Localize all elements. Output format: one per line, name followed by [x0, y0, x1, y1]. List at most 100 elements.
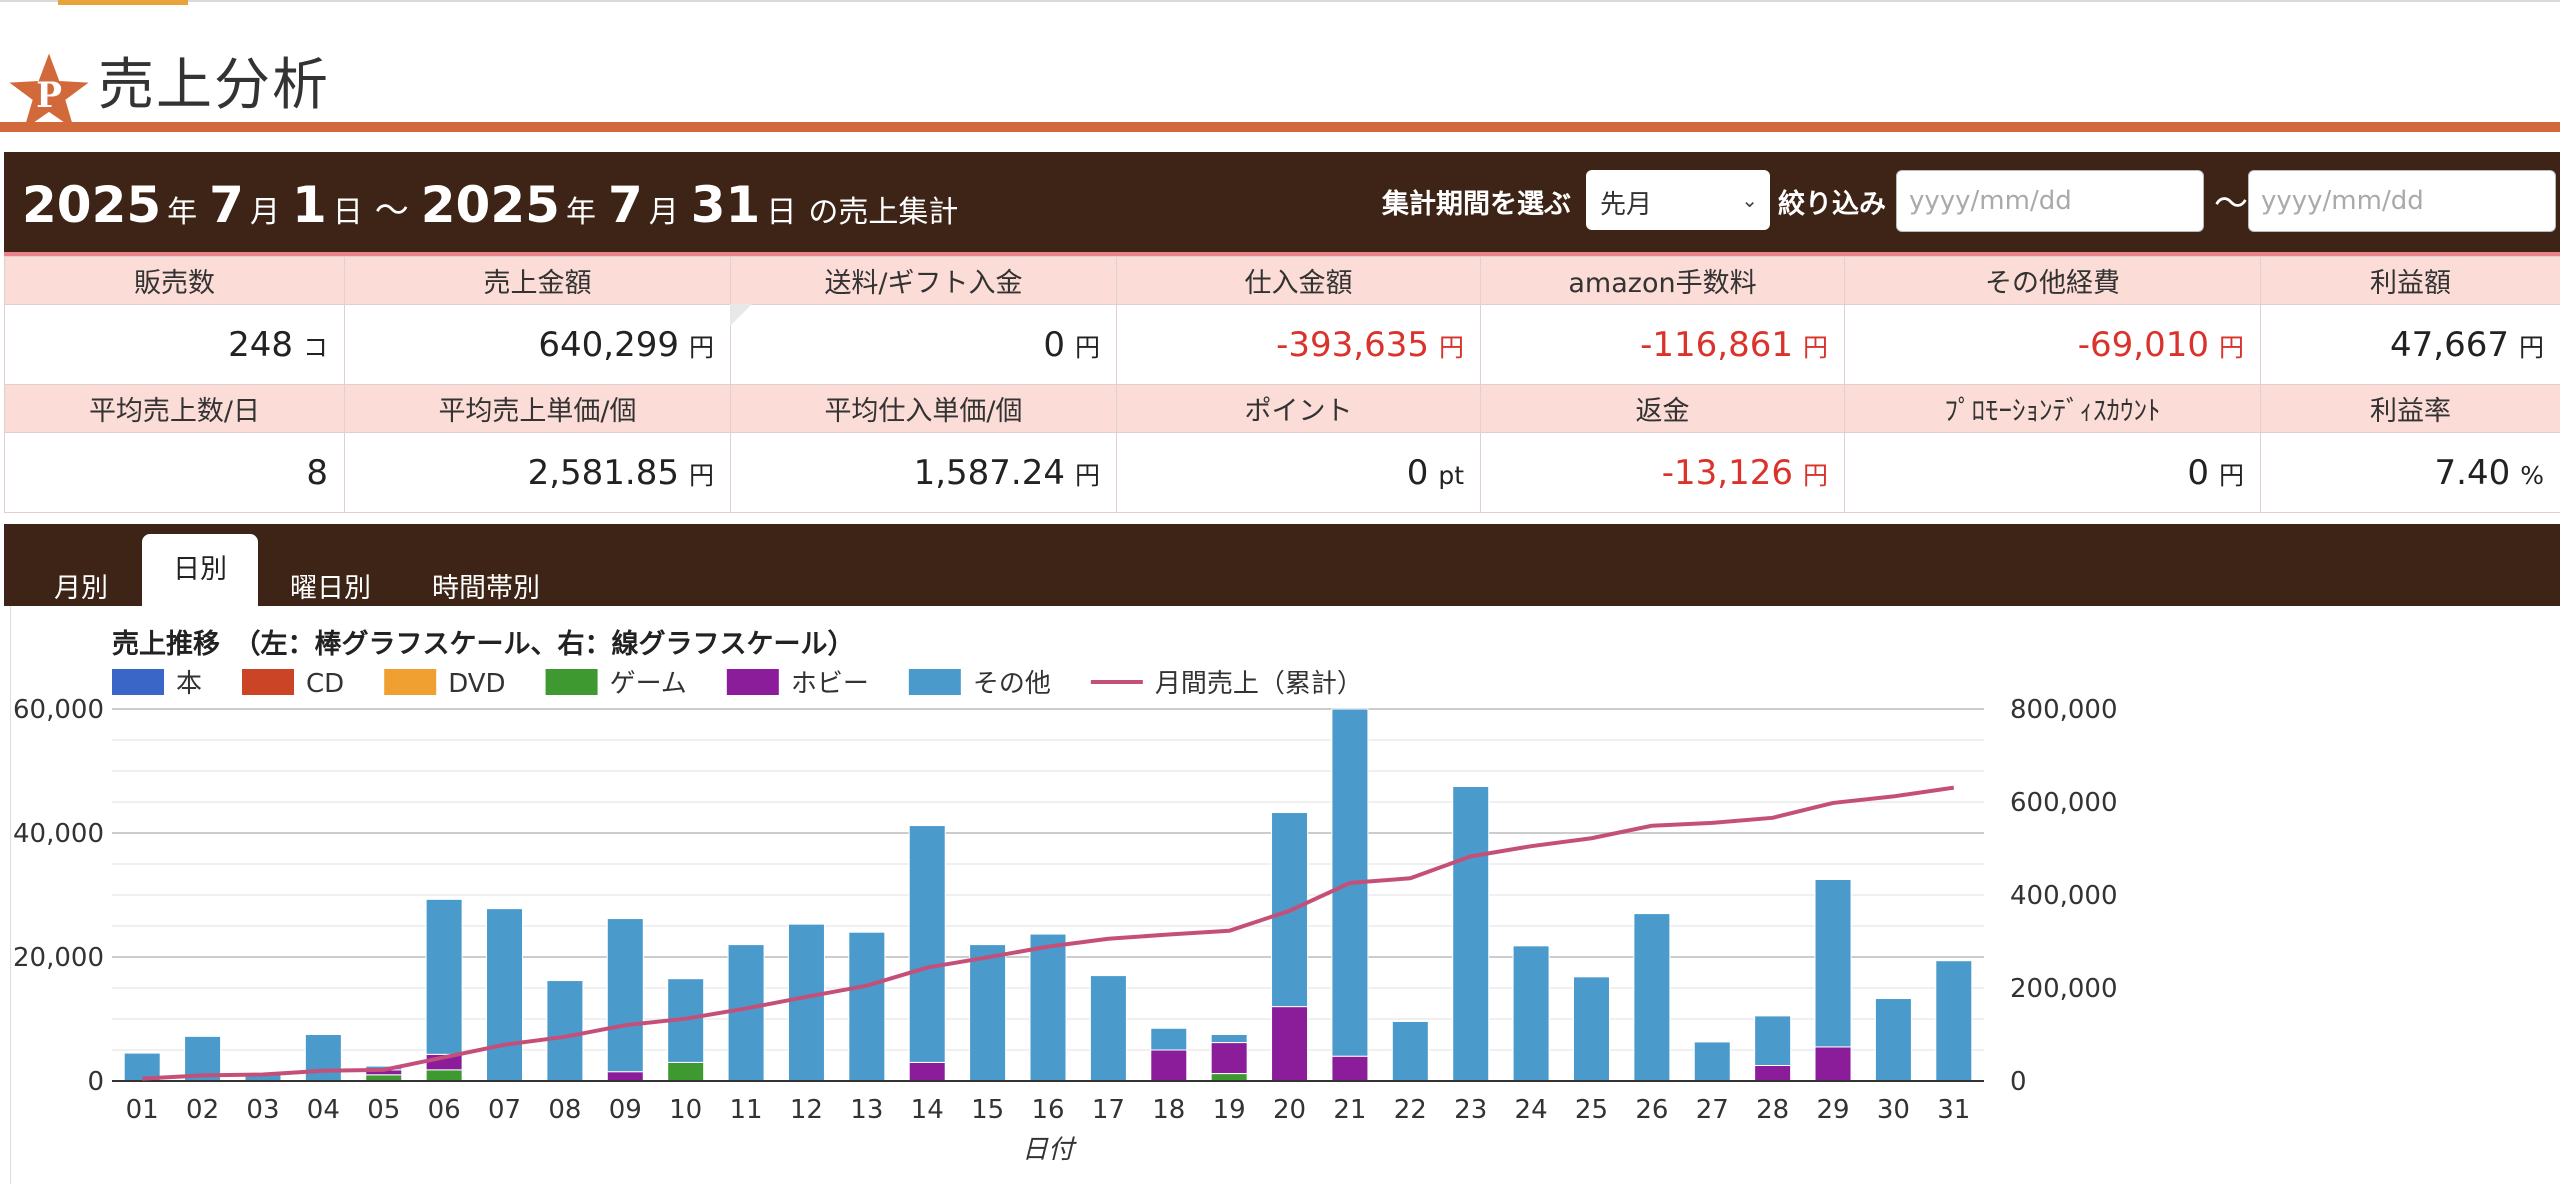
tab-weekday[interactable]: 曜日別	[290, 573, 371, 604]
stat-value: 7.40%	[2260, 432, 2560, 513]
stat-value: 0 pt	[1116, 432, 1481, 513]
bar-segment	[1572, 976, 1610, 1082]
period-select[interactable]: 先月 ⌄	[1586, 170, 1770, 230]
y2-tick-label: 200,000	[2010, 974, 2118, 1004]
tab-daily[interactable]: 日別	[142, 534, 258, 606]
x-tick-label: 15	[971, 1095, 1004, 1125]
end-day: 31	[690, 176, 761, 234]
bar-segment	[848, 931, 886, 1082]
legend-swatch	[242, 669, 295, 695]
x-tick-label: 16	[1031, 1095, 1064, 1125]
x-tick-label: 13	[850, 1095, 883, 1125]
stat-label: 利益額	[2260, 256, 2560, 305]
bar-segment	[1210, 1073, 1248, 1082]
bar-segment	[1754, 1065, 1792, 1082]
x-tick-label: 11	[730, 1095, 763, 1125]
period-display: 2025 年 7 月 1 日～ 2025 年 7 月 31 日の売上集計	[22, 176, 958, 234]
chart-title: 売上推移 （左：棒グラフスケール、右：線グラフスケール）	[112, 629, 855, 660]
stat-unit: 円	[1438, 332, 1464, 362]
x-tick-label: 10	[669, 1095, 702, 1125]
stat-unit: 円	[688, 460, 714, 490]
bar-segment	[1089, 975, 1127, 1082]
stat-unit: 円	[688, 332, 714, 362]
stat-number: 0	[1406, 452, 1429, 493]
stat-label: 販売数	[4, 256, 345, 305]
x-tick-label: 03	[246, 1095, 279, 1125]
year-unit: 年	[167, 195, 198, 230]
bar-segment	[727, 944, 765, 1082]
x-axis-label: 日付	[1022, 1135, 1077, 1165]
month-unit: 月	[648, 195, 679, 230]
y2-tick-label: 600,000	[2010, 788, 2118, 818]
title-underline	[0, 122, 2560, 132]
stat-label: 利益率	[2260, 384, 2560, 433]
y-tick-label: 60,000	[13, 695, 104, 725]
legend-swatch	[384, 669, 437, 695]
year-unit: 年	[565, 195, 596, 230]
stat-number: -116,861	[1640, 324, 1793, 365]
x-tick-label: 30	[1877, 1095, 1910, 1125]
stat-number: 640,299	[538, 324, 679, 365]
filter-end-date-input[interactable]	[2248, 170, 2556, 232]
bar-segment	[908, 825, 946, 1063]
stat-number: -69,010	[2077, 324, 2209, 365]
end-year: 2025	[420, 176, 560, 234]
bar-segment	[908, 1061, 946, 1082]
top-accent	[58, 0, 188, 5]
legend-swatch	[726, 669, 779, 695]
x-tick-label: 20	[1273, 1095, 1306, 1125]
stat-value: -13,126 円	[1480, 432, 1845, 513]
x-tick-label: 23	[1454, 1095, 1487, 1125]
stat-value: -69,010 円	[1844, 304, 2261, 385]
x-tick-label: 06	[428, 1095, 461, 1125]
legend-label: 月間売上（累計）	[1155, 669, 1363, 699]
filter-start-date-input[interactable]	[1896, 170, 2204, 232]
stat-value: 8	[4, 432, 345, 513]
legend-label: 本	[176, 669, 202, 699]
stat-unit: pt	[1438, 460, 1464, 490]
stats-value-row-2: 8 2,581.85 円 1,587.24 円 0 pt -13,126 円 0 円 7.40%	[4, 432, 2560, 513]
bar-segment	[606, 918, 644, 1073]
stat-label: 平均売上単価/個	[344, 384, 731, 433]
stat-number: 2,581.85	[527, 452, 679, 493]
stat-label: 売上金額	[344, 256, 731, 305]
day-unit: 日	[766, 195, 797, 230]
month-unit: 月	[249, 195, 280, 230]
start-day: 1	[291, 176, 327, 234]
bar-segment	[425, 1069, 463, 1082]
stat-number: 47,667	[2390, 324, 2509, 365]
y-tick-label: 20,000	[13, 943, 104, 973]
bar-segment	[1331, 1055, 1369, 1082]
stat-value: -116,861 円	[1480, 304, 1845, 385]
bar-segment	[1271, 1006, 1309, 1082]
legend-label: その他	[973, 669, 1051, 699]
tab-hourly[interactable]: 時間帯別	[432, 573, 540, 604]
bar-segment	[1935, 960, 1973, 1082]
stat-label: 平均売上数/日	[4, 384, 345, 433]
bar-segment	[1391, 1020, 1429, 1082]
stat-number: -393,635	[1276, 324, 1429, 365]
bar-segment	[1814, 879, 1852, 1048]
stat-unit: 円	[2518, 332, 2544, 362]
summary-bar: 2025 年 7 月 1 日～ 2025 年 7 月 31 日の売上集計 集計期間を選ぶ 先月 ⌄ 絞…	[4, 152, 2560, 256]
x-tick-label: 04	[307, 1095, 340, 1125]
period-suffix: の売上集計	[808, 195, 959, 230]
x-tick-label: 08	[548, 1095, 581, 1125]
start-month: 7	[209, 176, 244, 234]
bar-segment	[1512, 945, 1550, 1082]
stat-number: 0	[2187, 452, 2209, 493]
stat-number: -13,126	[1661, 452, 1793, 493]
stat-unit: コ	[302, 332, 328, 362]
stat-value: 640,299 円	[344, 304, 731, 385]
x-tick-label: 27	[1696, 1095, 1729, 1125]
x-tick-label: 14	[911, 1095, 944, 1125]
bar-segment	[667, 1061, 705, 1082]
bar-segment	[1754, 1015, 1792, 1067]
stats-header-row-1: 販売数 売上金額 送料/ギフト入金 仕入金額 amazon手数料 その他経費 利益額	[4, 256, 2560, 305]
x-tick-label: 02	[186, 1095, 219, 1125]
tab-monthly[interactable]: 月別	[54, 573, 108, 604]
legend-label: ホビー	[791, 669, 869, 699]
filter-label: 絞り込み	[1778, 189, 1886, 220]
stat-value: 2,581.85 円	[344, 432, 731, 513]
